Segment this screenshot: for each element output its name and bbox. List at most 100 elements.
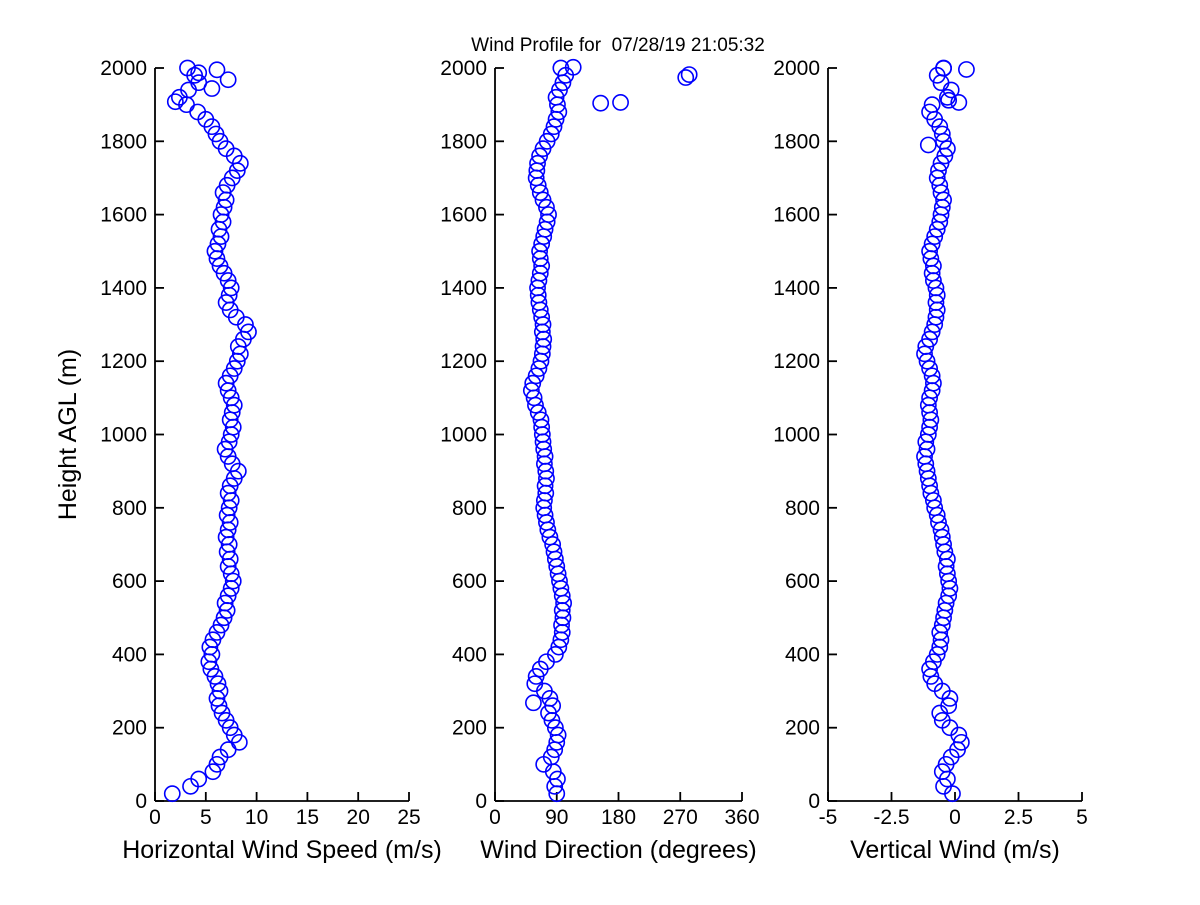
x-tick-label: 10 xyxy=(245,806,268,829)
data-point xyxy=(921,242,938,260)
data-point xyxy=(933,125,951,143)
data-point xyxy=(213,704,231,722)
y-tick-label: 200 xyxy=(112,717,147,740)
data-point xyxy=(958,61,975,78)
data-point xyxy=(534,191,552,209)
y-tick-label: 1000 xyxy=(100,424,147,447)
data-point xyxy=(919,136,937,154)
data-point xyxy=(677,69,695,86)
data-point xyxy=(529,154,546,172)
data-point xyxy=(540,206,557,223)
subplot-1: 0 200 400 600 800 1000 1200 1400 1600 1800 2000 0 5 1… xyxy=(54,57,442,864)
data-point xyxy=(549,726,567,744)
data-point xyxy=(201,638,219,656)
data-point xyxy=(546,719,564,737)
data-point xyxy=(219,71,237,89)
data-point xyxy=(921,330,938,348)
subplots-group: 0 200 400 600 800 1000 1200 1400 1600 1800 2000 0 5 1… xyxy=(54,57,1088,864)
y-tick-label: 1400 xyxy=(100,277,147,300)
data-point xyxy=(524,374,542,392)
y-tick-label: 800 xyxy=(112,497,147,520)
y-tick-label: 1200 xyxy=(440,350,487,373)
data-point xyxy=(179,59,196,77)
data-point xyxy=(208,755,226,773)
data-point xyxy=(211,682,229,700)
x-tick-label: -5 xyxy=(819,806,838,829)
y-tick-label: 600 xyxy=(785,570,820,593)
data-point xyxy=(224,572,242,590)
data-point xyxy=(216,594,234,612)
y-tick-label: 2000 xyxy=(773,57,820,80)
data-point xyxy=(926,228,944,245)
data-point xyxy=(206,242,224,260)
y-tick-label: 200 xyxy=(785,717,820,740)
data-point xyxy=(592,94,610,112)
y-tick-label: 200 xyxy=(452,717,487,740)
y-tick-label: 2000 xyxy=(440,57,487,80)
x-tick-label: 360 xyxy=(724,806,759,829)
y-tick-label: 1800 xyxy=(440,130,487,153)
y-tick-label: 1600 xyxy=(440,204,487,227)
y-tick-label: 1200 xyxy=(773,350,820,373)
x-axis-label: Wind Direction (degrees) xyxy=(480,836,757,864)
subplot-3: 0 200 400 600 800 1000 1200 1400 1600 1800 2000 -5 -… xyxy=(773,57,1088,864)
y-axis-label: Height AGL (m) xyxy=(54,349,82,520)
y-tick-label: 1800 xyxy=(773,130,820,153)
data-point xyxy=(525,694,542,712)
y-tick-label: 800 xyxy=(452,497,487,520)
data-point xyxy=(542,748,560,766)
data-point xyxy=(531,147,548,165)
data-point xyxy=(203,80,221,97)
data-point xyxy=(923,96,941,114)
data-point xyxy=(544,697,562,715)
data-point xyxy=(564,58,582,76)
data-points xyxy=(163,59,257,803)
data-point xyxy=(923,367,941,385)
y-tick-label: 800 xyxy=(785,497,820,520)
x-axis-label: Vertical Wind (m/s) xyxy=(850,836,1060,864)
y-tick-label: 2000 xyxy=(100,57,147,80)
y-tick-label: 1600 xyxy=(100,204,147,227)
data-point xyxy=(552,59,570,77)
data-point xyxy=(190,64,208,82)
data-point xyxy=(208,61,226,79)
data-point xyxy=(921,360,938,377)
data-point xyxy=(940,91,958,109)
data-point xyxy=(222,389,240,407)
x-tick-label: -2.5 xyxy=(873,806,909,829)
data-point xyxy=(916,345,933,363)
data-point xyxy=(923,235,941,253)
data-point xyxy=(921,103,938,121)
data-point xyxy=(950,94,968,111)
figure-title: Wind Profile for 07/28/19 21:05:32 xyxy=(471,35,765,56)
data-point xyxy=(612,94,629,111)
y-tick-label: 1600 xyxy=(773,204,820,227)
data-point xyxy=(544,536,562,553)
data-point xyxy=(680,66,698,83)
y-tick-label: 600 xyxy=(112,570,147,593)
data-point xyxy=(217,294,235,311)
y-tick-label: 1000 xyxy=(773,424,820,447)
data-point xyxy=(190,770,208,788)
x-tick-label: 2.5 xyxy=(1004,806,1033,829)
data-point xyxy=(545,118,563,136)
data-point xyxy=(212,616,230,634)
y-tick-label: 400 xyxy=(112,643,147,666)
data-point xyxy=(547,88,565,106)
y-tick-label: 1400 xyxy=(773,277,820,300)
data-point xyxy=(930,162,947,180)
y-tick-label: 0 xyxy=(808,790,820,813)
y-tick-label: 1200 xyxy=(100,350,147,373)
x-tick-label: 5 xyxy=(1076,806,1088,829)
data-point xyxy=(225,360,243,377)
y-tick-label: 1000 xyxy=(440,424,487,447)
data-point xyxy=(211,257,229,275)
x-tick-label: 20 xyxy=(347,806,370,829)
x-tick-label: 25 xyxy=(397,806,420,829)
y-tick-label: 0 xyxy=(135,790,147,813)
data-point xyxy=(542,125,560,143)
data-point xyxy=(935,59,952,77)
subplot-2: 0 200 400 600 800 1000 1200 1400 1600 1800 2000 0 90… xyxy=(440,57,759,864)
